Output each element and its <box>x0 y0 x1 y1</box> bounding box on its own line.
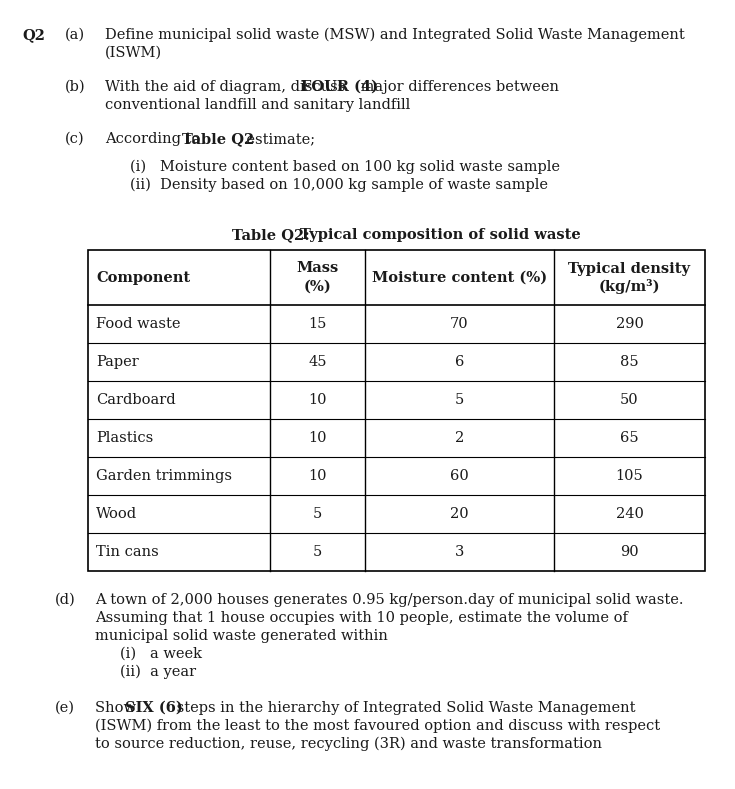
Text: Moisture content (%): Moisture content (%) <box>372 271 547 285</box>
Text: (i)   a week: (i) a week <box>120 647 202 661</box>
Text: (kg/m³): (kg/m³) <box>599 279 660 294</box>
Text: 10: 10 <box>308 469 327 483</box>
Text: (%): (%) <box>304 279 331 294</box>
Text: Assuming that 1 house occupies with 10 people, estimate the volume of: Assuming that 1 house occupies with 10 p… <box>95 611 628 625</box>
Text: Garden trimmings: Garden trimmings <box>96 469 232 483</box>
Text: (c): (c) <box>65 132 85 146</box>
Text: According to: According to <box>105 132 205 146</box>
Text: Typical composition of solid waste: Typical composition of solid waste <box>301 228 581 242</box>
Text: (ISWM) from the least to the most favoured option and discuss with respect: (ISWM) from the least to the most favour… <box>95 719 660 734</box>
Text: major differences between: major differences between <box>356 80 559 94</box>
Text: Plastics: Plastics <box>96 431 154 445</box>
Text: to source reduction, reuse, recycling (3R) and waste transformation: to source reduction, reuse, recycling (3… <box>95 737 602 751</box>
Text: 6: 6 <box>455 355 465 369</box>
Text: (b): (b) <box>65 80 85 94</box>
Text: Typical density: Typical density <box>568 261 690 275</box>
Text: Mass: Mass <box>296 261 339 275</box>
Text: Food waste: Food waste <box>96 317 181 331</box>
Text: 70: 70 <box>450 317 469 331</box>
Text: Table Q2:: Table Q2: <box>232 228 315 242</box>
Text: 15: 15 <box>308 317 326 331</box>
Text: conventional landfill and sanitary landfill: conventional landfill and sanitary landf… <box>105 98 410 112</box>
Text: (ii)  Density based on 10,000 kg sample of waste sample: (ii) Density based on 10,000 kg sample o… <box>130 178 548 193</box>
Text: SIX (6): SIX (6) <box>125 701 182 715</box>
Text: (ISWM): (ISWM) <box>105 46 162 60</box>
Text: 10: 10 <box>308 431 327 445</box>
Text: 5: 5 <box>313 545 322 559</box>
Text: 20: 20 <box>450 507 469 521</box>
Text: Show: Show <box>95 701 140 715</box>
Text: (d): (d) <box>55 593 76 607</box>
Text: 60: 60 <box>450 469 469 483</box>
Text: A town of 2,000 houses generates 0.95 kg/person.day of municipal solid waste.: A town of 2,000 houses generates 0.95 kg… <box>95 593 684 607</box>
Text: With the aid of diagram, discuss: With the aid of diagram, discuss <box>105 80 350 94</box>
Text: 10: 10 <box>308 393 327 407</box>
Text: (i)   Moisture content based on 100 kg solid waste sample: (i) Moisture content based on 100 kg sol… <box>130 160 560 174</box>
Text: Wood: Wood <box>96 507 137 521</box>
Text: 90: 90 <box>620 545 639 559</box>
Text: 50: 50 <box>620 393 639 407</box>
Text: (a): (a) <box>65 28 85 42</box>
Text: steps in the hierarchy of Integrated Solid Waste Management: steps in the hierarchy of Integrated Sol… <box>172 701 636 715</box>
Text: 5: 5 <box>313 507 322 521</box>
Text: (e): (e) <box>55 701 75 715</box>
Bar <box>88 250 705 571</box>
Text: Cardboard: Cardboard <box>96 393 176 407</box>
Text: Paper: Paper <box>96 355 139 369</box>
Text: 85: 85 <box>620 355 639 369</box>
Text: FOUR (4): FOUR (4) <box>301 80 379 94</box>
Text: 240: 240 <box>615 507 643 521</box>
Text: Tin cans: Tin cans <box>96 545 159 559</box>
Text: municipal solid waste generated within: municipal solid waste generated within <box>95 629 388 643</box>
Text: 5: 5 <box>455 393 464 407</box>
Text: 2: 2 <box>455 431 464 445</box>
Text: 105: 105 <box>616 469 643 483</box>
Text: 65: 65 <box>620 431 639 445</box>
Text: Component: Component <box>96 271 190 285</box>
Text: Table Q2: Table Q2 <box>182 132 254 146</box>
Text: (ii)  a year: (ii) a year <box>120 665 196 679</box>
Text: Q2: Q2 <box>22 28 45 42</box>
Text: 45: 45 <box>308 355 327 369</box>
Text: 3: 3 <box>455 545 465 559</box>
Text: Define municipal solid waste (MSW) and Integrated Solid Waste Management: Define municipal solid waste (MSW) and I… <box>105 28 685 43</box>
Text: , estimate;: , estimate; <box>237 132 315 146</box>
Text: 290: 290 <box>615 317 643 331</box>
